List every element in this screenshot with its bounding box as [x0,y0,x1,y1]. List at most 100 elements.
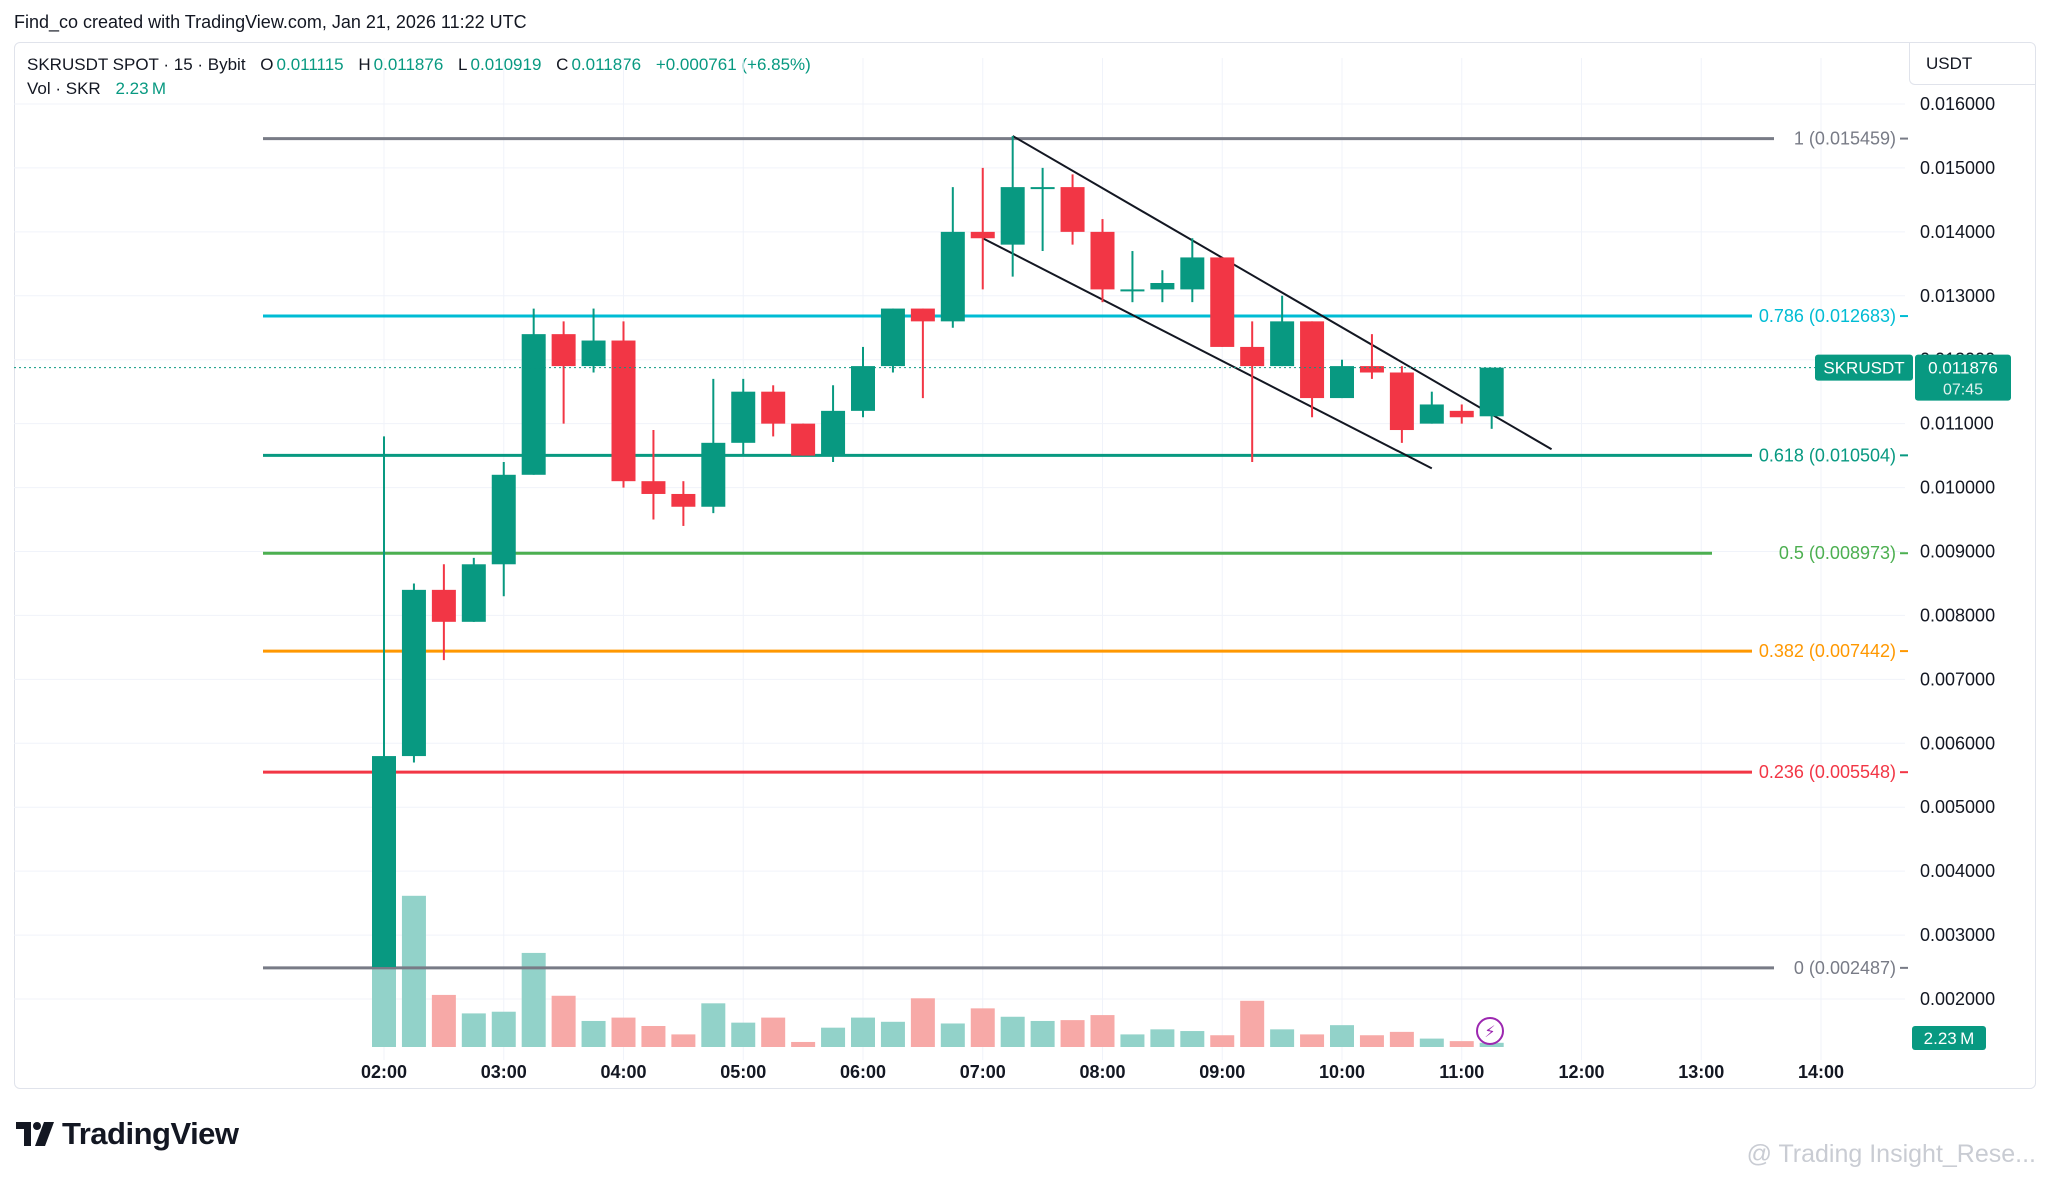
volume-bar [1180,1031,1205,1047]
candle-body [1210,257,1235,347]
volume-bar [701,1003,726,1047]
candle-body [401,589,426,757]
candle-body [701,442,726,507]
attribution-text: Find_co created with TradingView.com, Ja… [14,12,527,32]
lightning-icon[interactable] [1476,1017,1504,1045]
time-tick-label: 14:00 [1798,1062,1844,1082]
price-axis[interactable]: 0.0160000.0150000.0140000.0130000.012000… [1920,94,1995,1009]
price-tick-label: 0.006000 [1920,733,1995,753]
volume-bar [1449,1041,1474,1047]
open-value: 0.011115 [276,55,344,74]
volume-bar [1270,1029,1295,1047]
time-axis[interactable]: 02:00 03:00 04:00 05:00 06:00 07:00 08:00 09:00… [361,1062,1844,1082]
candles [372,135,1504,968]
chart-legend: SKRUSDT SPOT · 15 · Bybit O 0.011115 H 0.0… [27,53,814,101]
channel-line-lower [982,237,1433,470]
volume-bar [761,1017,786,1047]
high-value: 0.011876 [373,55,444,74]
volume-label[interactable]: Vol · SKR [27,79,101,98]
volume-bar [1240,1000,1265,1047]
volume-tag-bg [1912,1026,1986,1050]
fib-level-label: 1 (0.015459) [1794,129,1896,149]
volume-bar [551,995,576,1047]
volume-bar [1030,1020,1055,1047]
price-tick-label: 0.004000 [1920,861,1995,881]
price-tick-label: 0.015000 [1920,158,1995,178]
volume-bar [940,1023,965,1047]
price-tick-label: 0.003000 [1920,925,1995,945]
fib-level-label: 0.382 (0.007442) [1759,641,1896,661]
volume-bar [731,1022,756,1047]
open-label: O [260,55,274,74]
candle-body [1419,404,1444,424]
chart-panel[interactable]: SKRUSDT SPOT · 15 · Bybit O 0.011115 H 0.0… [14,42,2036,1089]
candle-body [1389,372,1414,431]
price-tag: 0.011876 [1928,359,1998,378]
volume-bar [1000,1016,1025,1047]
candle-body [372,756,396,968]
fib-level-label: 0 (0.002487) [1794,958,1896,978]
volume-bar [970,1008,995,1047]
price-tick-label: 0.016000 [1920,94,1995,114]
channel-line-upper [1012,135,1553,451]
volume-bar [641,1026,666,1047]
time-tick-label: 04:00 [600,1062,646,1082]
candle-body [1479,367,1504,417]
time-tick-label: 09:00 [1199,1062,1245,1082]
volume-bar [910,998,935,1047]
volume-tag: 2.23 M [1924,1029,1975,1048]
price-tick-label: 0.002000 [1920,989,1995,1009]
candle-body [1300,321,1325,399]
volume-bar [791,1041,816,1047]
volume-bar [1090,1015,1115,1047]
candle-body [880,308,905,367]
candle-body [1270,321,1295,367]
volume-bar [1120,1034,1145,1047]
high-label: H [358,55,371,74]
channel-lines[interactable] [982,135,1553,470]
volume-bars [372,853,1504,1047]
low-label: L [458,55,468,74]
countdown-tag: 07:45 [1943,382,1983,399]
volume-bar [1300,1034,1325,1047]
candle-body [611,340,636,482]
candle-body [521,334,546,475]
candle-body [1240,346,1265,367]
volume-bar [671,1034,696,1047]
volume-bar [1330,1025,1354,1047]
price-tags: SKRUSDT 0.011876 07:45 2.23 M ⚡ [14,354,2011,1050]
time-tick-label: 05:00 [720,1062,766,1082]
volume-bar [851,1017,875,1047]
volume-bar [431,994,456,1047]
volume-bar [461,1013,486,1047]
candle-body [1090,231,1115,290]
change-value: +0.000761 (+6.85%) [655,55,811,74]
candle-body [641,481,666,494]
volume-bar [1359,1035,1384,1047]
fib-level-label: 0.618 (0.010504) [1759,445,1896,465]
candle-body [1060,187,1085,232]
price-tick-label: 0.005000 [1920,797,1995,817]
volume-bar [1389,1031,1414,1047]
symbol-info[interactable]: SKRUSDT SPOT · 15 · Bybit [27,55,246,74]
fib-level-label: 0.786 (0.012683) [1759,306,1896,326]
volume-value: 2.23 M [115,79,167,98]
lightning-icon-glyph: ⚡ [1484,1022,1495,1041]
candle-body [581,340,606,367]
candle-body [731,391,756,443]
volume-bar [401,895,426,1047]
time-tick-label: 08:00 [1079,1062,1125,1082]
currency-button[interactable]: USDT [1909,43,2035,85]
tradingview-wordmark: TradingView [62,1116,239,1151]
tradingview-logo-icon [16,1122,54,1146]
fib-level-label: 0.5 (0.008973) [1779,543,1896,563]
candle-body [1150,283,1175,290]
candle-body [461,564,486,622]
volume-bar [1210,1035,1235,1047]
time-tick-label: 03:00 [481,1062,527,1082]
volume-bar [491,1011,516,1047]
time-tick-label: 10:00 [1319,1062,1365,1082]
tradingview-logo[interactable]: TradingView [16,1116,239,1152]
